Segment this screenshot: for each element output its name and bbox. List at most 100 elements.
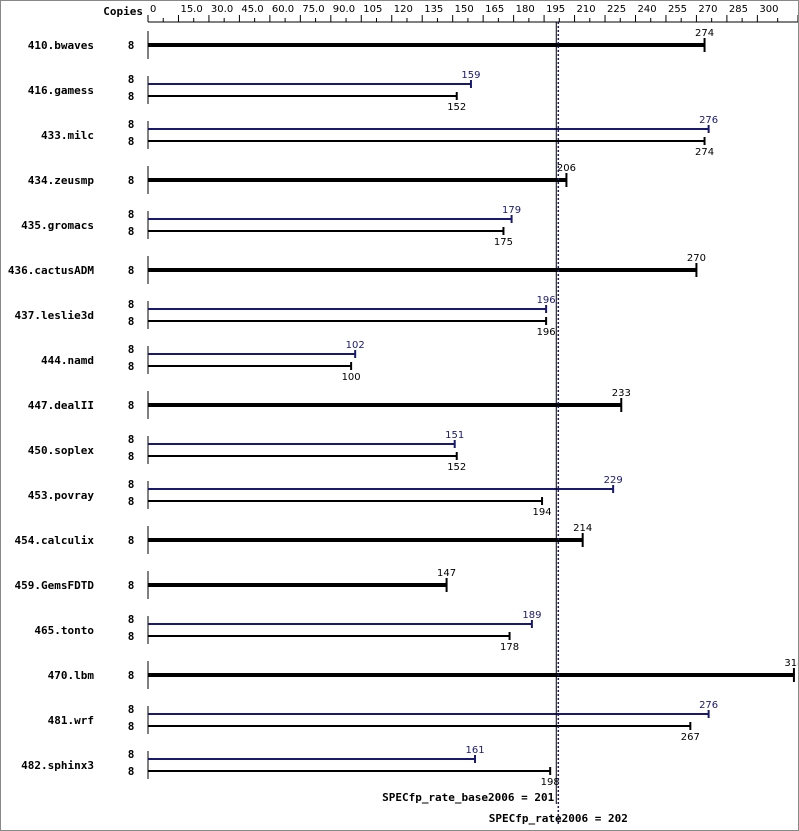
peak-value-label: 159: [461, 70, 480, 81]
base-value-label: 318: [784, 658, 799, 669]
base-value-label: 194: [533, 507, 552, 518]
peak-value-label: 229: [604, 475, 623, 486]
peak-value-label: 151: [445, 430, 464, 441]
benchmark-label: 465.tonto: [34, 624, 94, 637]
base-copies-label: 8: [128, 135, 135, 148]
benchmark-row: 453.povray 8 229 8 194: [28, 475, 623, 518]
benchmark-row: 482.sphinx3 8 161 8 198: [21, 745, 560, 788]
benchmark-row: 481.wrf 8 276 8 267: [48, 700, 719, 743]
benchmark-label: 450.soplex: [28, 444, 95, 457]
peak-bar: [148, 443, 455, 445]
peak-copies-label: 8: [128, 748, 135, 761]
peak-bar: [148, 128, 709, 130]
base-bar: [148, 770, 551, 772]
base-value-label: 274: [695, 147, 714, 158]
peak-bar: [148, 353, 356, 355]
benchmark-label: 481.wrf: [48, 714, 94, 727]
base-bar: [148, 230, 504, 232]
x-tick-label: 225: [607, 4, 626, 15]
benchmark-row: 447.dealII 8 233: [28, 388, 631, 419]
benchmark-row: 435.gromacs 8 179 8 175: [21, 205, 521, 248]
peak-value-label: 102: [346, 340, 365, 351]
base-value-label: 274: [695, 28, 714, 39]
copies-label: 8: [128, 579, 135, 592]
peak-copies-label: 8: [128, 343, 135, 356]
peak-copies-label: 8: [128, 208, 135, 221]
peak-reference-label: SPECfp_rate2006 = 202: [489, 812, 628, 825]
x-tick-label: 195: [546, 4, 565, 15]
x-tick-label: 300: [759, 4, 778, 15]
x-tick-label: 45.0: [241, 4, 263, 15]
benchmark-label: 470.lbm: [48, 669, 95, 682]
benchmark-row: 459.GemsFDTD 8 147: [15, 568, 456, 599]
copies-label: 8: [128, 39, 135, 52]
base-bar: [148, 455, 457, 457]
base-bar: [148, 583, 447, 587]
base-bar: [148, 268, 697, 272]
x-tick-label: 75.0: [302, 4, 324, 15]
x-tick-label: 285: [729, 4, 748, 15]
x-tick-label: 15.0: [180, 4, 202, 15]
benchmark-row: 444.namd 8 102 8 100: [41, 340, 365, 383]
peak-bar: [148, 308, 547, 310]
benchmark-label: 434.zeusmp: [28, 174, 95, 187]
x-tick-label: 105: [363, 4, 382, 15]
x-tick-label: 240: [637, 4, 656, 15]
x-tick-label: 90.0: [333, 4, 355, 15]
base-bar: [148, 140, 705, 142]
benchmark-label: 454.calculix: [15, 534, 95, 547]
base-bar: [148, 95, 457, 97]
benchmark-label: 437.leslie3d: [15, 309, 94, 322]
base-value-label: 152: [447, 462, 466, 473]
benchmark-row: 410.bwaves 8 274: [28, 28, 714, 59]
benchmark-row: 436.cactusADM 8 270: [8, 253, 706, 284]
benchmark-label: 459.GemsFDTD: [15, 579, 95, 592]
peak-value-label: 179: [502, 205, 521, 216]
benchmark-row: 454.calculix 8 214: [15, 523, 592, 554]
base-value-label: 196: [537, 327, 556, 338]
x-tick-label: 180: [516, 4, 535, 15]
x-tick-label: 255: [668, 4, 687, 15]
benchmark-label: 436.cactusADM: [8, 264, 94, 277]
peak-bar: [148, 218, 512, 220]
benchmark-row: 437.leslie3d 8 196 8 196: [15, 295, 556, 338]
benchmark-row: 434.zeusmp 8 206: [28, 163, 576, 194]
base-value-label: 175: [494, 237, 513, 248]
benchmark-row: 465.tonto 8 189 8 178: [34, 610, 541, 653]
benchmark-row: 416.gamess 8 159 8 152: [28, 70, 481, 113]
copies-label: 8: [128, 399, 135, 412]
base-bar: [148, 320, 547, 322]
peak-copies-label: 8: [128, 478, 135, 491]
peak-value-label: 196: [537, 295, 556, 306]
base-value-label: 178: [500, 642, 519, 653]
base-copies-label: 8: [128, 630, 135, 643]
peak-copies-label: 8: [128, 613, 135, 626]
benchmark-label: 482.sphinx3: [21, 759, 94, 772]
base-bar: [148, 403, 622, 407]
x-tick-label: 60.0: [272, 4, 294, 15]
base-bar: [148, 673, 794, 677]
base-value-label: 100: [342, 372, 361, 383]
x-tick-label: 150: [455, 4, 474, 15]
benchmark-row: 450.soplex 8 151 8 152: [28, 430, 467, 473]
peak-bar: [148, 83, 471, 85]
benchmark-row: 470.lbm 8 318: [48, 658, 799, 689]
base-bar: [148, 725, 691, 727]
benchmark-row: 433.milc 8 276 8 274: [41, 115, 718, 158]
base-value-label: 198: [541, 777, 560, 788]
benchmark-label: 447.dealII: [28, 399, 94, 412]
peak-copies-label: 8: [128, 118, 135, 131]
base-copies-label: 8: [128, 90, 135, 103]
base-bar: [148, 538, 583, 542]
base-value-label: 270: [687, 253, 706, 264]
reference-lines: SPECfp_rate_base2006 = 201 SPECfp_rate200…: [382, 22, 628, 825]
base-value-label: 147: [437, 568, 456, 579]
copies-header: Copies: [103, 5, 143, 18]
base-copies-label: 8: [128, 450, 135, 463]
x-tick-label: 0: [150, 4, 156, 15]
peak-value-label: 276: [699, 700, 718, 711]
benchmark-label: 444.namd: [41, 354, 94, 367]
benchmark-label: 433.milc: [41, 129, 94, 142]
peak-copies-label: 8: [128, 73, 135, 86]
base-copies-label: 8: [128, 495, 135, 508]
